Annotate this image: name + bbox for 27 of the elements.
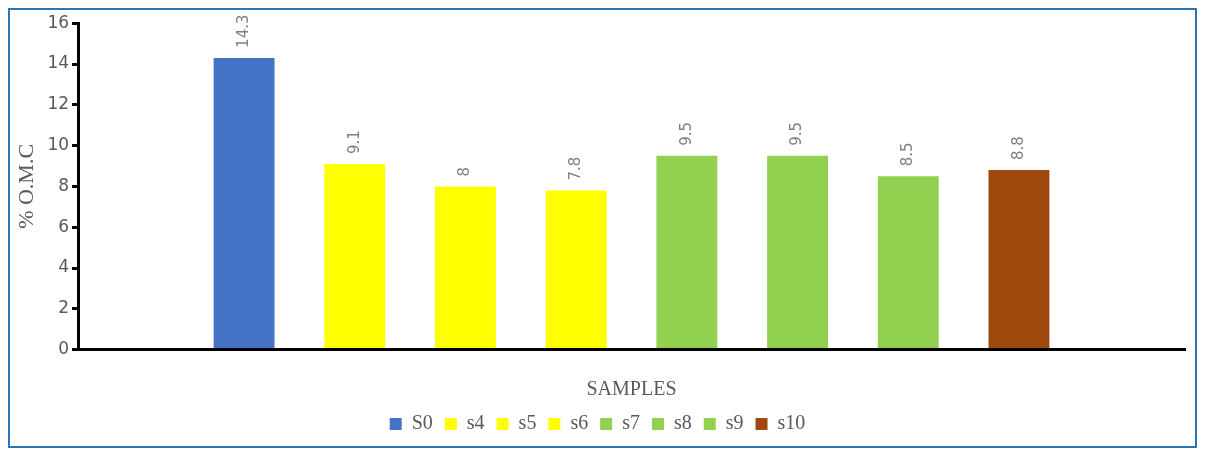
data-label: 9.5 [676, 121, 695, 146]
data-label: 8.8 [1008, 136, 1027, 161]
y-tick-label: 6 [58, 215, 70, 236]
data-label: 14.3 [233, 14, 252, 48]
legend-label: s4 [466, 411, 485, 434]
legend-label: s6 [570, 411, 589, 434]
y-tick-label: 8 [58, 174, 70, 195]
y-tick-label: 2 [58, 297, 70, 318]
legend-label: s8 [673, 411, 692, 434]
y-tick-label: 14 [47, 52, 70, 73]
data-label: 7.8 [566, 156, 585, 181]
legend-label: s5 [518, 411, 537, 434]
legend-label: s7 [622, 411, 640, 434]
y-tick-label: 0 [58, 338, 70, 359]
legend-label: s9 [725, 411, 744, 434]
y-tick-label: 12 [47, 93, 70, 114]
data-label: 8 [455, 166, 474, 177]
data-label: 9.5 [787, 121, 806, 146]
legend-label: s10 [777, 411, 806, 434]
y-tick-label: 4 [58, 256, 70, 277]
data-label: 8.5 [898, 142, 917, 167]
y-tick-label: 10 [47, 134, 70, 155]
y-axis-title: % O.M.C [12, 143, 38, 229]
legend-label: S0 [411, 411, 433, 434]
y-tick-label: 16 [47, 11, 70, 32]
data-label: 9.1 [344, 130, 363, 154]
x-axis-title: SAMPLES [586, 377, 677, 400]
